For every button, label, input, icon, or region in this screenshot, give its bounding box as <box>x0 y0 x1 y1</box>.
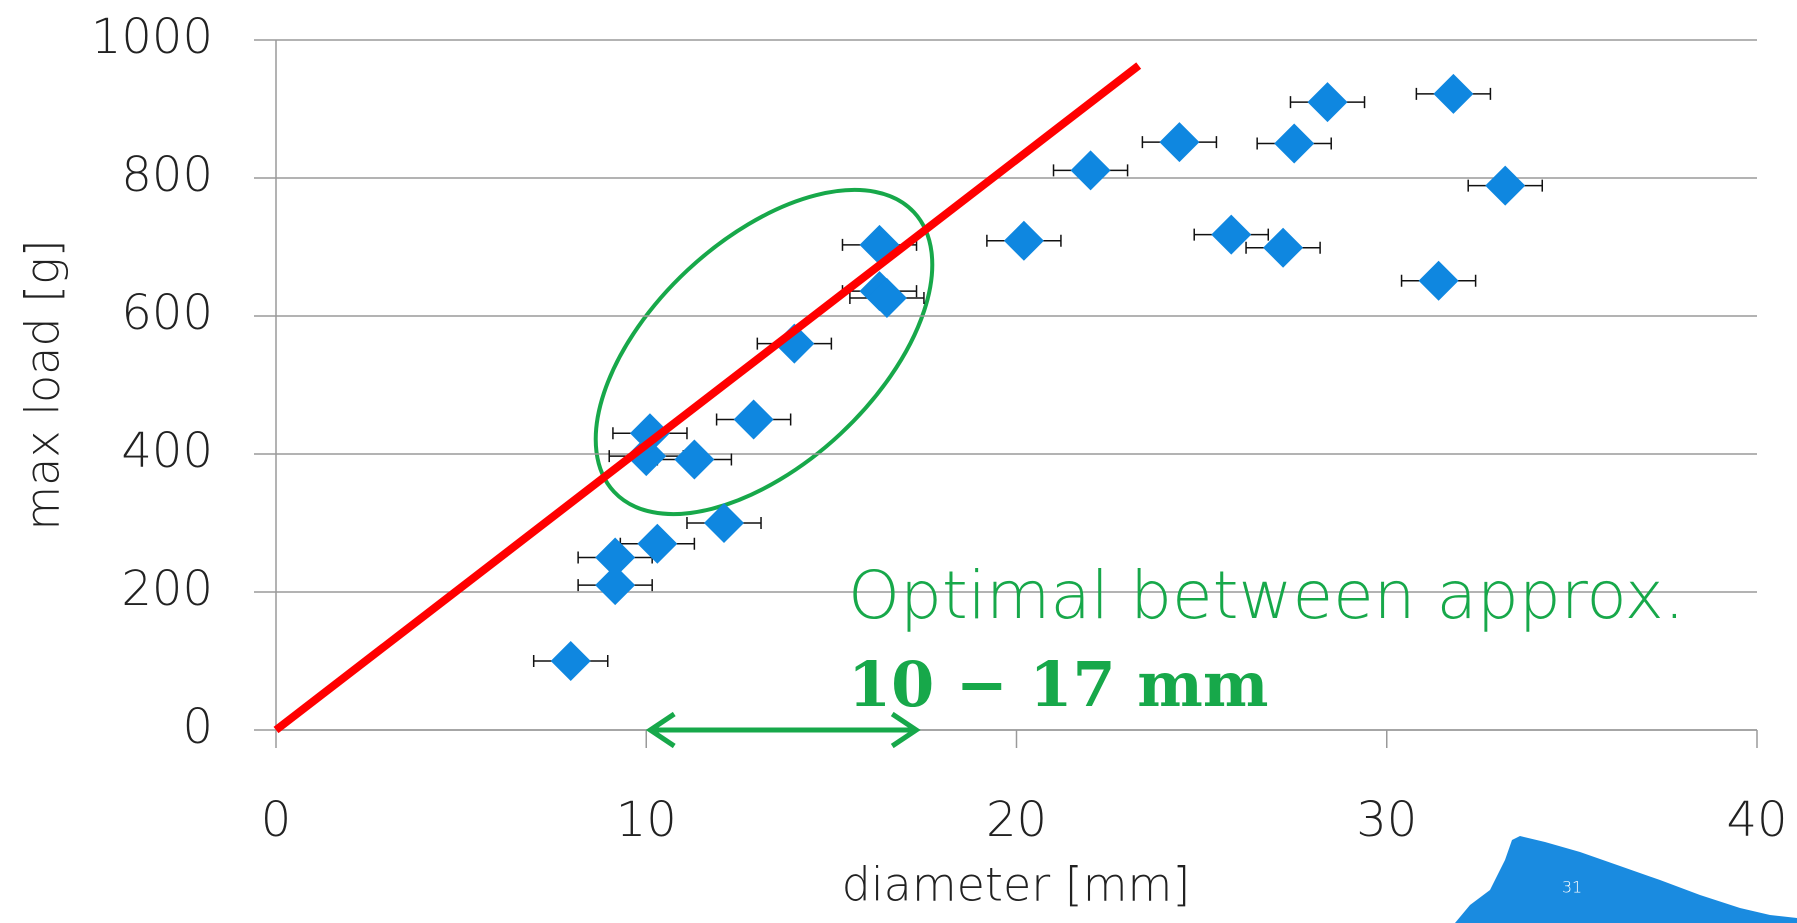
point <box>1307 82 1348 123</box>
y-tick-label: 0 <box>182 699 213 755</box>
y-axis-label: max load [g] <box>16 239 70 530</box>
y-tick-label: 200 <box>121 561 213 617</box>
point <box>1485 165 1526 206</box>
point <box>550 641 591 681</box>
y-tick-label: 400 <box>121 423 213 479</box>
point <box>637 523 678 564</box>
x-tick-label: 10 <box>616 792 677 848</box>
y-tick-label: 600 <box>121 285 213 341</box>
annotation-range: 10 − 17 mm <box>848 648 1268 721</box>
range-arrow <box>645 711 921 749</box>
x-tick-label: 0 <box>261 792 292 848</box>
logo-shape <box>1455 836 1797 923</box>
y-tick-label: 1000 <box>91 9 213 65</box>
trend-line <box>273 62 1142 734</box>
point <box>1274 123 1315 164</box>
x-axis-label: diameter [mm] <box>842 858 1191 912</box>
slide-number: 31 <box>1562 878 1582 897</box>
point <box>1159 122 1200 163</box>
point <box>1211 214 1252 255</box>
point <box>1070 150 1111 191</box>
annotation-text: Optimal between approx. <box>848 557 1685 634</box>
point <box>1263 227 1304 268</box>
highlight-ellipse <box>593 187 935 517</box>
point <box>1433 73 1474 114</box>
x-tick-label: 40 <box>1726 792 1787 848</box>
point <box>1418 260 1459 301</box>
point <box>866 278 907 319</box>
point <box>1003 220 1044 261</box>
point <box>595 565 636 606</box>
y-tick-label: 800 <box>121 147 213 203</box>
x-tick-label: 30 <box>1356 792 1417 848</box>
point <box>674 439 715 480</box>
point <box>733 399 774 440</box>
point <box>595 537 636 578</box>
point <box>704 503 745 543</box>
point <box>629 413 670 454</box>
x-tick-label: 20 <box>986 792 1047 848</box>
